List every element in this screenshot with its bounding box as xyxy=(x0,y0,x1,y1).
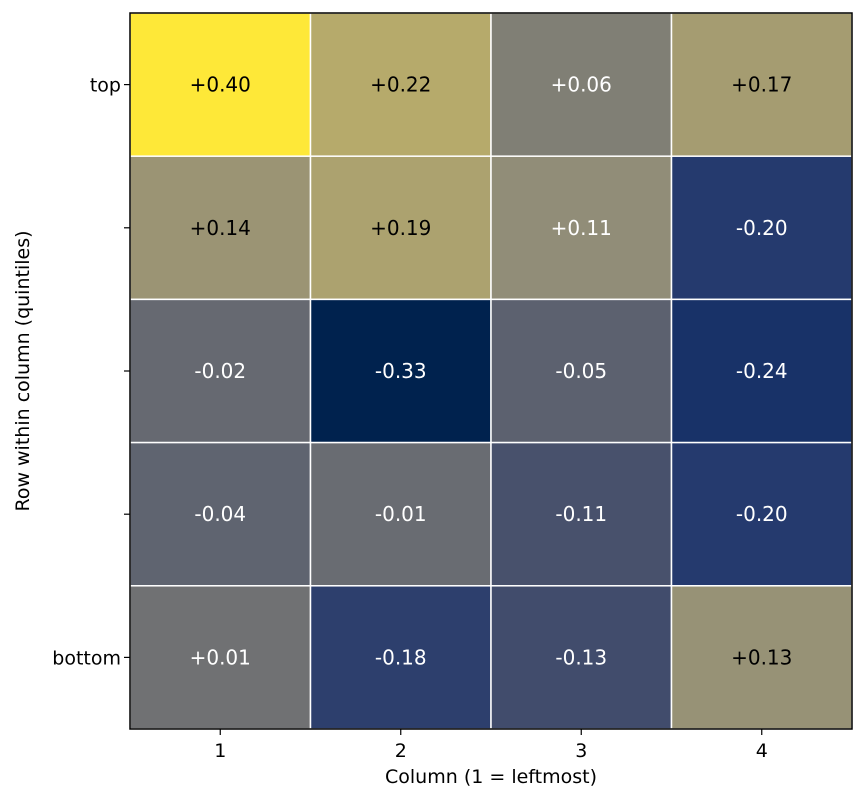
heatmap-cell xyxy=(309,12,492,157)
heatmap-cell xyxy=(129,441,312,587)
y-axis-ticks: top bottom xyxy=(52,75,130,669)
x-axis-label: Column (1 = leftmost) xyxy=(385,766,597,788)
heatmap-cell-label: -0.04 xyxy=(194,502,246,526)
heatmap-cell-label: +0.19 xyxy=(370,216,431,240)
x-tick-label: 3 xyxy=(575,740,587,762)
heatmap-cell xyxy=(129,12,312,157)
heatmap-cell-label: -0.24 xyxy=(736,359,788,383)
x-tick-label: 4 xyxy=(756,740,768,762)
heatmap-cell-label: +0.17 xyxy=(731,73,792,97)
heatmap-cell-label: -0.11 xyxy=(555,502,607,526)
heatmap-cell xyxy=(129,585,312,730)
heatmap-cell-label: +0.11 xyxy=(551,216,612,240)
heatmap-cell-labels: +0.40 +0.22 +0.06 +0.17 +0.14 +0.19 +0.11 -0.20… xyxy=(190,73,793,670)
heatmap-cell-label: -0.13 xyxy=(555,645,607,669)
heatmap-cell-label: -0.18 xyxy=(375,645,427,669)
heatmap-cell-label: +0.22 xyxy=(370,73,431,97)
heatmap-cell-label: -0.20 xyxy=(736,216,788,240)
x-tick-label: 1 xyxy=(214,740,226,762)
heatmap-cell xyxy=(670,12,853,157)
heatmap-cell-label: +0.13 xyxy=(731,645,792,669)
heatmap-cell xyxy=(670,585,853,730)
x-tick-label: 2 xyxy=(395,740,407,762)
heatmap-cell-label: -0.20 xyxy=(736,502,788,526)
heatmap-cell-label: -0.05 xyxy=(555,359,607,383)
heatmap-cell xyxy=(309,585,492,730)
y-axis-label: Row within column (quintiles) xyxy=(12,230,34,511)
heatmap-cell xyxy=(309,298,492,444)
heatmap-cell xyxy=(309,155,492,301)
heatmap-cell xyxy=(670,155,853,301)
x-axis-ticks: 1 2 3 4 xyxy=(214,729,768,762)
y-tick-label: bottom xyxy=(52,647,121,669)
heatmap-cell-label: +0.40 xyxy=(190,73,251,97)
heatmap-cell-label: +0.06 xyxy=(551,73,612,97)
heatmap-cell xyxy=(670,298,853,444)
y-tick-label: top xyxy=(90,75,121,97)
heatmap-cell xyxy=(309,441,492,587)
heatmap-cell-label: +0.14 xyxy=(190,216,251,240)
heatmap-cells xyxy=(129,12,853,730)
heatmap-cell xyxy=(490,441,673,587)
heatmap-cell-label: +0.01 xyxy=(190,645,251,669)
heatmap-cell xyxy=(490,585,673,730)
heatmap-cell-label: -0.33 xyxy=(375,359,427,383)
heatmap-cell-label: -0.02 xyxy=(194,359,246,383)
heatmap-cell xyxy=(670,441,853,587)
heatmap-cell-label: -0.01 xyxy=(375,502,427,526)
heatmap-cell xyxy=(129,155,312,301)
